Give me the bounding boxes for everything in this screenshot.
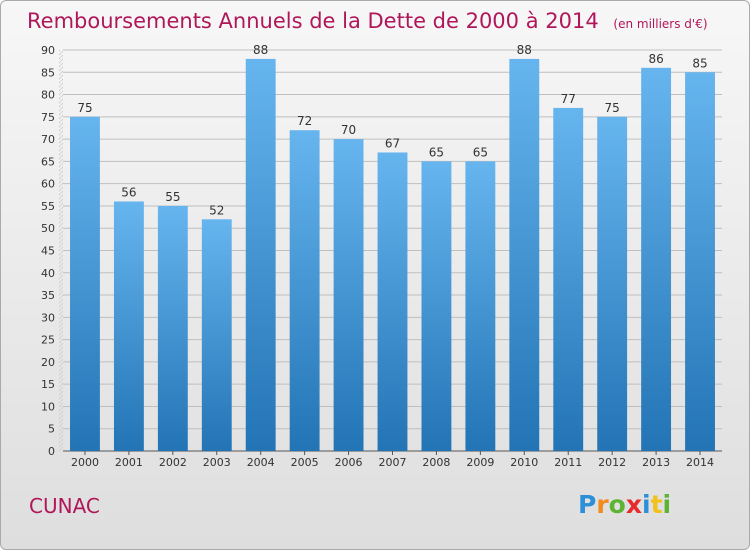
y-tick-label: 65 [41, 155, 55, 168]
bar-2001 [113, 201, 144, 451]
bar-value-label: 70 [341, 123, 356, 137]
bar-value-label: 52 [209, 203, 224, 217]
bar-2009 [465, 161, 496, 451]
y-tick-label: 50 [41, 222, 55, 235]
y-tick-label: 45 [41, 245, 55, 258]
chart-title-text: Remboursements Annuels de la Dette de 20… [27, 9, 599, 33]
bar-2012 [597, 116, 628, 451]
bar-2004 [245, 58, 276, 452]
bar-value-label: 75 [605, 101, 620, 115]
bar-value-label: 77 [561, 92, 576, 106]
chart-unit-label: (en milliers d'€) [613, 17, 708, 31]
bar-value-label: 55 [165, 190, 180, 204]
y-tick-label: 5 [48, 423, 55, 436]
y-tick-label: 35 [41, 289, 55, 302]
y-tick-label: 25 [41, 334, 55, 347]
bar-value-label: 56 [121, 185, 136, 199]
bar-value-label: 65 [429, 145, 444, 159]
bar-value-label: 86 [648, 52, 663, 66]
y-tick-label: 40 [41, 267, 55, 280]
x-tick-label: 2012 [598, 456, 626, 469]
x-tick-label: 2003 [203, 456, 231, 469]
x-tick-label: 2007 [379, 456, 407, 469]
x-tick-label: 2013 [642, 456, 670, 469]
y-tick-label: 80 [41, 89, 55, 102]
bar-2011 [553, 107, 584, 451]
x-tick-label: 2009 [466, 456, 494, 469]
x-tick-label: 2008 [422, 456, 450, 469]
y-tick-label: 75 [41, 111, 55, 124]
bar-2006 [333, 139, 364, 451]
proxiti-logo: Proxiti [578, 490, 672, 519]
bar-2002 [157, 205, 188, 451]
axis-hatch [59, 50, 63, 451]
bar-2003 [201, 219, 232, 451]
bar-value-label: 72 [297, 114, 312, 128]
bar-value-label: 75 [77, 101, 92, 115]
y-tick-label: 30 [41, 311, 55, 324]
x-tick-label: 2010 [510, 456, 538, 469]
y-tick-label: 55 [41, 200, 55, 213]
x-tick-label: 2014 [686, 456, 714, 469]
y-tick-label: 10 [41, 400, 55, 413]
x-tick-label: 2006 [335, 456, 363, 469]
y-tick-label: 15 [41, 378, 55, 391]
bar-value-label: 65 [473, 145, 488, 159]
bar-value-label: 67 [385, 136, 400, 150]
x-tick-label: 2004 [247, 456, 275, 469]
y-tick-label: 85 [41, 66, 55, 79]
x-tick-label: 2002 [159, 456, 187, 469]
x-tick-label: 2005 [291, 456, 319, 469]
x-tick-label: 2011 [554, 456, 582, 469]
bar-2007 [377, 152, 408, 451]
chart-title: Remboursements Annuels de la Dette de 20… [27, 9, 708, 33]
x-tick-label: 2001 [115, 456, 143, 469]
bar-value-label: 85 [692, 56, 707, 70]
y-tick-label: 90 [41, 44, 55, 57]
commune-name: CUNAC [29, 494, 100, 518]
bar-2000 [70, 116, 100, 451]
y-tick-label: 70 [41, 133, 55, 146]
y-tick-label: 20 [41, 356, 55, 369]
bar-2005 [289, 130, 320, 451]
bar-value-label: 88 [517, 43, 532, 57]
bar-2013 [641, 67, 672, 452]
x-tick-label: 2000 [71, 456, 99, 469]
bar-2008 [421, 161, 452, 451]
bar-2010 [509, 58, 540, 452]
y-tick-label: 60 [41, 178, 55, 191]
y-tick-label: 0 [48, 445, 55, 458]
bar-2014 [685, 72, 715, 452]
bar-value-label: 88 [253, 43, 268, 57]
